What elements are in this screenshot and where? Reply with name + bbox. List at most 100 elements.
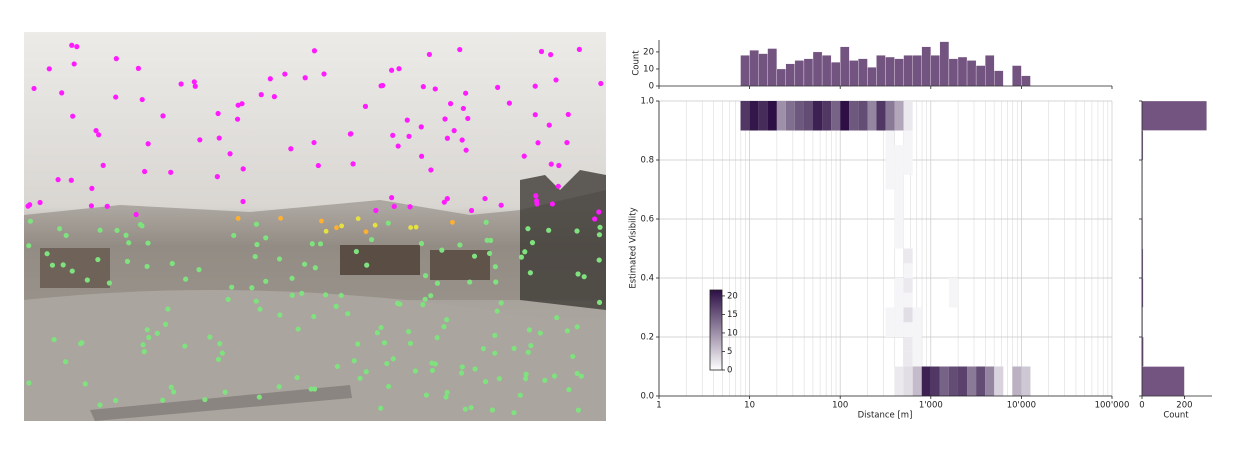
photo-dot (227, 151, 233, 157)
colorbar-tick-label: 5 (727, 347, 732, 357)
bar (894, 58, 904, 87)
photo-dot (299, 290, 305, 296)
photo-dot (334, 363, 341, 370)
heatmap-cell (894, 292, 904, 308)
photo-dot (494, 308, 500, 314)
photo-dot (498, 300, 504, 306)
photo-dot (57, 226, 63, 232)
photo-dot (345, 311, 351, 317)
photo-dot (511, 410, 517, 416)
photo-dot (457, 46, 463, 53)
photo-dot (564, 328, 571, 334)
bar (858, 58, 868, 87)
photo-dot (196, 267, 202, 273)
photo-dot (348, 131, 354, 137)
photo-dot (444, 317, 450, 323)
photo-dot (407, 340, 414, 346)
photo-dot (141, 168, 148, 175)
photo-dot (334, 225, 339, 231)
photo-dot (312, 265, 318, 271)
photo-dot (137, 221, 144, 228)
photo-dot (145, 141, 151, 147)
photo-dot (523, 376, 529, 382)
photo-dot (450, 219, 455, 225)
heatmap-cell (903, 292, 913, 308)
colorbar (709, 289, 723, 371)
photo-dots (25, 42, 604, 416)
bar (830, 61, 841, 87)
photo-dot (222, 389, 228, 395)
photo-dot (482, 379, 489, 385)
photo-dot (59, 90, 65, 96)
heatmap-cell (903, 145, 913, 160)
photo-dot (551, 373, 558, 379)
photo-dot (311, 48, 318, 54)
photo-dot (27, 218, 33, 224)
heatmap-cell (894, 189, 904, 205)
photo-dot (553, 77, 559, 83)
heatmap-cell (1021, 366, 1031, 396)
photo-dot (418, 124, 424, 130)
bar (948, 58, 959, 87)
heatmap-cell (903, 337, 913, 352)
photo-dot (405, 328, 412, 335)
photo-dot (276, 384, 282, 390)
photo-dot (364, 262, 370, 268)
heatmap-cell (957, 366, 968, 396)
photo-dot (256, 394, 262, 400)
photo-dot (386, 383, 392, 390)
heatmap-cell (867, 101, 877, 131)
photo-dot (413, 224, 419, 230)
photo-dot (525, 349, 531, 355)
photo-dot (26, 380, 32, 386)
heatmap-cell (785, 101, 795, 131)
photo-dot (182, 343, 188, 349)
colorbar-tick-label: 0 (727, 366, 732, 376)
photo-dot (428, 167, 434, 173)
photo-dot (258, 92, 264, 98)
heatmap-cell (948, 278, 958, 293)
photo-dot (574, 228, 580, 234)
y-tick-label: 1.0 (640, 97, 654, 107)
heatmap-cell (885, 307, 895, 323)
photo-dot (355, 216, 361, 222)
heatmap-cell (749, 101, 759, 131)
photo-dot (289, 275, 295, 281)
photo-dot (183, 276, 189, 282)
photo-dot (535, 140, 541, 146)
photo-dot (554, 315, 560, 321)
heatmap-cell (858, 101, 868, 131)
x-tick-label: 1'000 (919, 401, 943, 411)
bar (785, 63, 796, 87)
photo-dot (106, 280, 113, 286)
photo-dot (439, 247, 445, 253)
photo-dot (526, 327, 533, 333)
photo-dot (496, 375, 502, 382)
photo-dot (596, 232, 603, 238)
heatmap-cell (930, 366, 940, 396)
photo-dot (197, 137, 203, 143)
photo-dot (252, 253, 258, 260)
bar (912, 55, 922, 87)
photo-dot (123, 232, 129, 238)
heatmap-cell (894, 307, 904, 323)
heatmap-cell (885, 322, 895, 337)
photo-dot (49, 262, 56, 268)
heatmap-cell (1012, 366, 1022, 396)
heatmap-cell (921, 366, 931, 396)
heatmap-cell (840, 101, 850, 131)
photo-dot (295, 326, 301, 332)
photo-dot (564, 139, 570, 146)
photo-dot (548, 52, 554, 58)
photo-dot (444, 196, 450, 202)
x-tick-label: 10'000 (1007, 401, 1036, 411)
photo-dot (597, 224, 603, 230)
photo-dot (412, 368, 419, 374)
heatmap-cell (912, 337, 922, 352)
heatmap-cell (894, 219, 904, 234)
bar (876, 55, 886, 87)
heatmap-cell (894, 160, 904, 175)
photo-dot (69, 268, 75, 274)
photo-dot (493, 279, 499, 285)
photo-dot (441, 324, 447, 330)
